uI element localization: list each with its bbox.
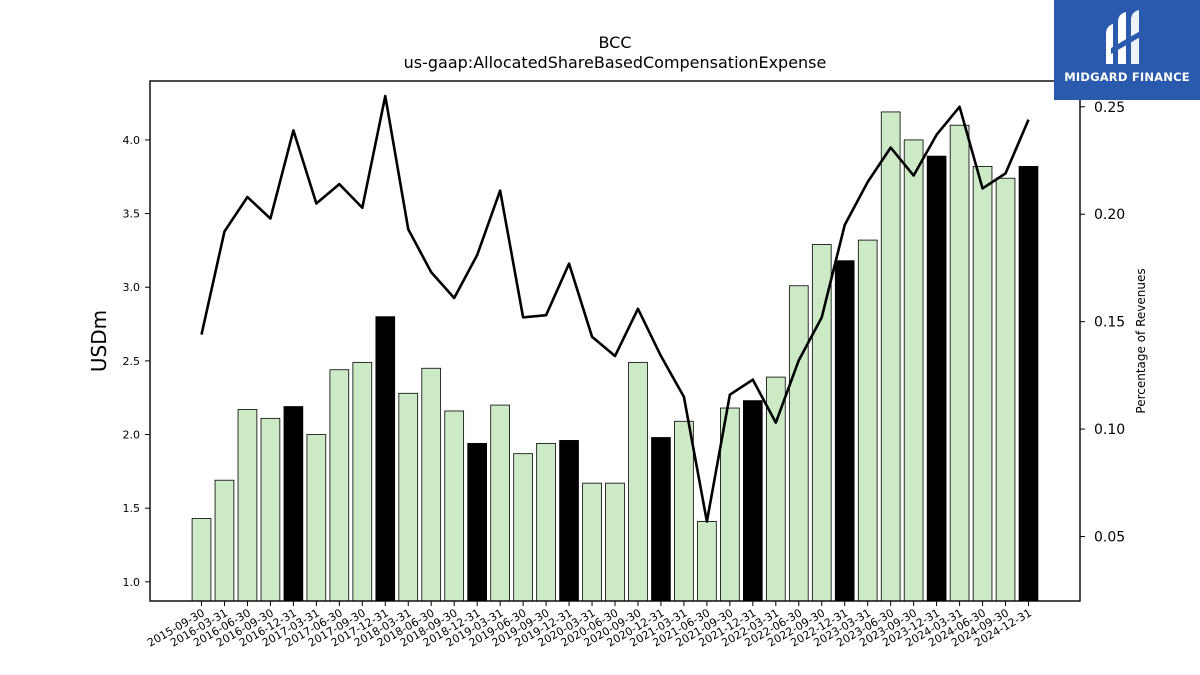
bars: [191, 111, 1039, 602]
y2-tick-label: 0.10: [1094, 422, 1125, 438]
brand-logo: MIDGARD FINANCE: [1054, 0, 1200, 100]
bar-2017-12-31: [375, 316, 396, 602]
chart-title: BCC: [598, 33, 631, 52]
bar-2020-03-31: [582, 482, 602, 602]
bar-2022-06-30: [788, 285, 809, 602]
bar-2018-06-30: [421, 367, 442, 602]
y2-tick-label: 0.15: [1094, 315, 1125, 331]
bar-2024-12-31: [1018, 166, 1039, 602]
bar-2021-06-30: [697, 521, 717, 602]
bar-2019-12-31: [559, 440, 579, 602]
y2-axis-label: Percentage of Revenues: [1134, 268, 1148, 413]
bar-2019-09-30: [536, 442, 556, 602]
bar-2018-09-30: [444, 410, 465, 602]
y-tick-label: 2.0: [123, 429, 141, 442]
brand-name: MIDGARD FINANCE: [1064, 70, 1190, 84]
chart-subtitle: us-gaap:AllocatedShareBasedCompensationE…: [404, 53, 827, 72]
bar-2023-06-30: [880, 111, 901, 602]
bar-2018-03-31: [398, 392, 419, 602]
bar-2016-06-30: [237, 409, 258, 602]
bar-2019-06-30: [513, 453, 533, 602]
bar-2015-09-30: [191, 518, 212, 602]
bar-2017-06-30: [329, 369, 350, 602]
bar-2023-12-31: [926, 155, 947, 602]
axes: 1.0 1.5 2.0 2.5 3.0 3.5 4.0 0.05 0.10 0.15 0.20 0.2…: [123, 100, 1126, 650]
bar-2024-06-30: [972, 166, 993, 602]
y-tick-label: 1.5: [123, 502, 141, 515]
bar-2017-09-30: [352, 361, 373, 602]
bar-2016-12-31: [283, 406, 304, 602]
line-layer: [200, 94, 1030, 523]
bar-2021-12-31: [743, 400, 763, 602]
bar-2020-12-31: [651, 437, 671, 602]
bar-2022-09-30: [811, 244, 832, 602]
bar-2023-09-30: [903, 139, 924, 602]
bar-2016-03-31: [214, 479, 235, 602]
y2-tick-label: 0.25: [1094, 100, 1125, 116]
bar-2020-09-30: [628, 361, 648, 602]
bar-2016-09-30: [260, 417, 281, 602]
bar-2022-12-31: [834, 260, 855, 602]
y-tick-label: 3.5: [123, 208, 141, 221]
bar-2018-12-31: [467, 442, 487, 602]
brand-mark-icon: [1106, 10, 1142, 64]
bar-2020-06-30: [605, 482, 625, 602]
y-tick-label: 2.5: [123, 355, 141, 368]
y2-tick-label: 0.20: [1094, 207, 1125, 223]
y-axis-label: USDm: [87, 310, 111, 372]
bar-2024-09-30: [995, 177, 1016, 602]
bar-2021-03-31: [674, 420, 694, 602]
bar-2023-03-31: [857, 239, 878, 602]
y2-tick-label: 0.05: [1094, 530, 1125, 546]
bar-2019-03-31: [490, 404, 510, 602]
y-tick-label: 4.0: [123, 134, 141, 147]
y-tick-label: 1.0: [123, 576, 141, 589]
y-tick-label: 3.0: [123, 281, 141, 294]
bar-2024-03-31: [949, 124, 970, 602]
bar-2017-03-31: [306, 434, 327, 602]
